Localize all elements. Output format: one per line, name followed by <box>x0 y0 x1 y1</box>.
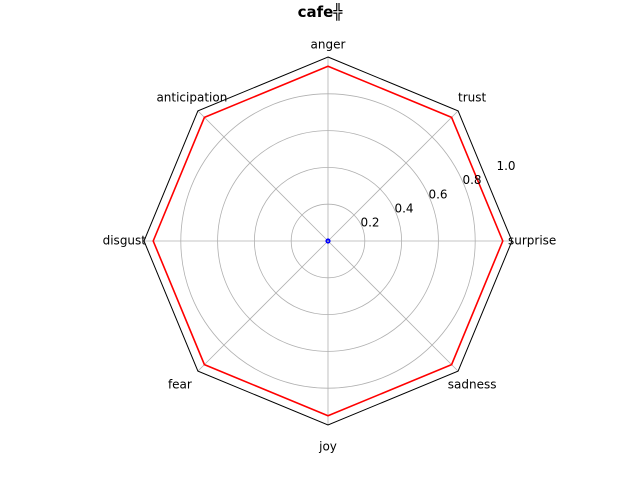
r-tick-label: 0.8 <box>462 173 481 187</box>
axis-label-surprise: surprise <box>508 234 556 248</box>
r-tick-label: 1.0 <box>496 159 515 173</box>
axis-label-fear: fear <box>168 378 192 392</box>
outer-frame <box>143 56 513 426</box>
grid-layer <box>143 56 513 426</box>
r-tick-label: 0.4 <box>394 201 413 215</box>
chart-title: cafe╬ <box>298 2 344 21</box>
grid-spoke <box>327 240 459 372</box>
grid-spoke <box>327 110 459 242</box>
axis-label-disgust: disgust <box>103 234 147 248</box>
axis-label-joy: joy <box>318 440 337 454</box>
r-tick-label: 0.6 <box>428 187 447 201</box>
axis-label-anger: anger <box>311 38 346 52</box>
series-layer <box>152 65 504 417</box>
series-line-2 <box>325 238 331 244</box>
axis-label-trust: trust <box>458 90 486 104</box>
grid-spoke <box>197 240 329 372</box>
grid-spoke <box>197 110 329 242</box>
axis-label-sadness: sadness <box>448 378 497 392</box>
label-layer: anger trust surprise sadness joy fear disgust a… <box>103 38 557 454</box>
r-tick-label: 0.2 <box>360 215 379 229</box>
axis-label-anticipation: anticipation <box>156 90 227 104</box>
series-line-1 <box>152 65 504 417</box>
